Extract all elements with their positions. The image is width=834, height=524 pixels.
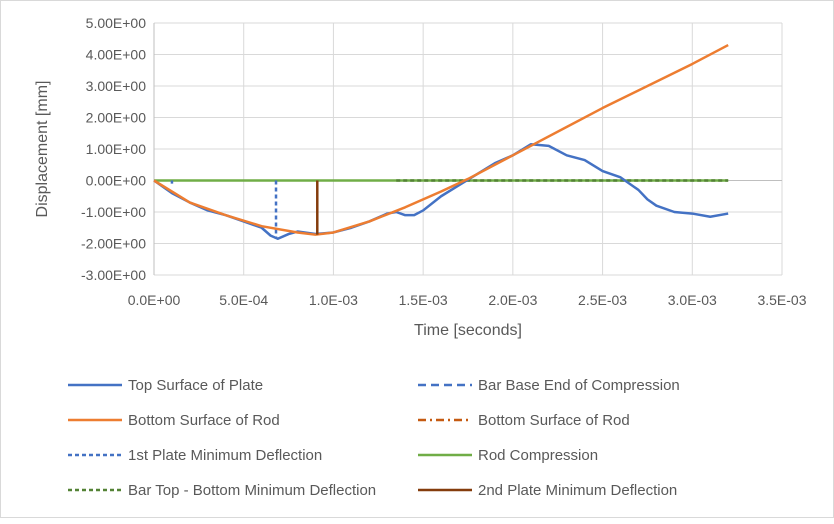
legend-label: 1st Plate Minimum Deflection <box>128 447 322 464</box>
y-tick-label: -2.00E+00 <box>81 236 146 252</box>
x-axis-label: Time [seconds] <box>414 322 522 339</box>
y-axis-label: Displacement [mm] <box>34 81 51 218</box>
legend-label: Top Surface of Plate <box>128 377 263 394</box>
legend-label: Rod Compression <box>478 447 598 464</box>
x-tick-label: 0.0E+00 <box>128 292 181 308</box>
x-tick-label: 2.0E-03 <box>488 292 537 308</box>
y-tick-label: -3.00E+00 <box>81 267 146 283</box>
legend-label: 2nd Plate Minimum Deflection <box>478 482 677 499</box>
y-tick-label: 3.00E+00 <box>86 78 147 94</box>
legend-label: Bar Base End of Compression <box>478 377 680 394</box>
series-line-2 <box>153 43 729 236</box>
y-tick-label: 4.00E+00 <box>86 47 147 63</box>
legend-label: Bar Top - Bottom Minimum Deflection <box>128 482 376 499</box>
x-tick-label: 3.0E-03 <box>668 292 717 308</box>
x-tick-label: 5.0E-04 <box>219 292 268 308</box>
x-tick-label: 2.5E-03 <box>578 292 627 308</box>
y-tick-label: 1.00E+00 <box>86 141 147 157</box>
y-tick-label: 5.00E+00 <box>86 15 147 31</box>
x-tick-label: 1.0E-03 <box>309 292 358 308</box>
x-tick-label: 1.5E-03 <box>399 292 448 308</box>
y-tick-label: 0.00E+00 <box>86 173 147 189</box>
x-tick-label: 3.5E-03 <box>757 292 806 308</box>
legend-label: Bottom Surface of Rod <box>128 412 280 429</box>
series-line-0 <box>153 143 729 241</box>
y-tick-label: -1.00E+00 <box>81 204 146 220</box>
legend-label: Bottom Surface of Rod <box>478 412 630 429</box>
y-tick-label: 2.00E+00 <box>86 110 147 126</box>
